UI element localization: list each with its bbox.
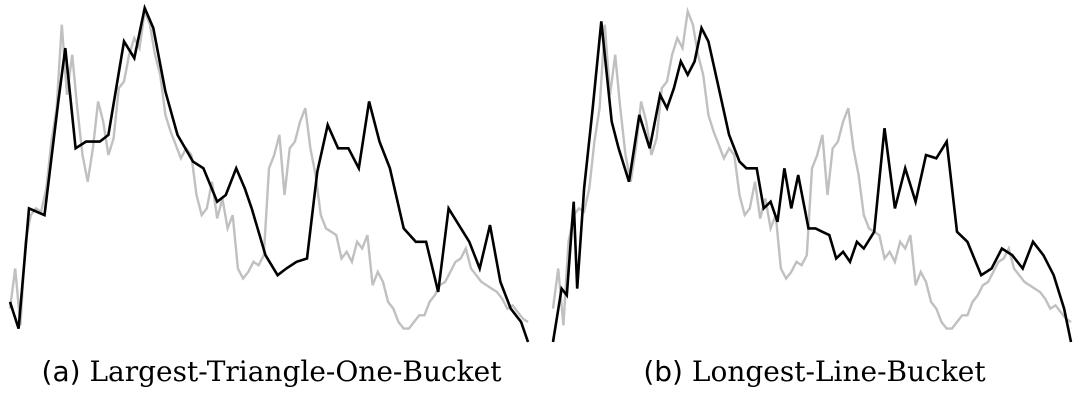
line-chart-b: [551, 6, 1073, 343]
downsampled-series-line: [551, 21, 1073, 343]
caption-b-tag: (b): [643, 355, 683, 388]
caption-b-name: Longest-Line-Bucket: [691, 355, 986, 388]
chart-panel-b: (b) Longest-Line-Bucket: [543, 0, 1086, 398]
caption-b: (b) Longest-Line-Bucket: [543, 355, 1086, 388]
caption-a-name: Largest-Triangle-One-Bucket: [89, 355, 502, 388]
caption-a-tag: (a): [41, 355, 81, 388]
line-chart-a: [8, 3, 530, 343]
chart-panel-a: (a) Largest-Triangle-One-Bucket: [0, 3, 543, 388]
original-series-line: [8, 6, 529, 330]
caption-a: (a) Largest-Triangle-One-Bucket: [0, 355, 543, 388]
downsampled-series-line: [8, 3, 530, 343]
